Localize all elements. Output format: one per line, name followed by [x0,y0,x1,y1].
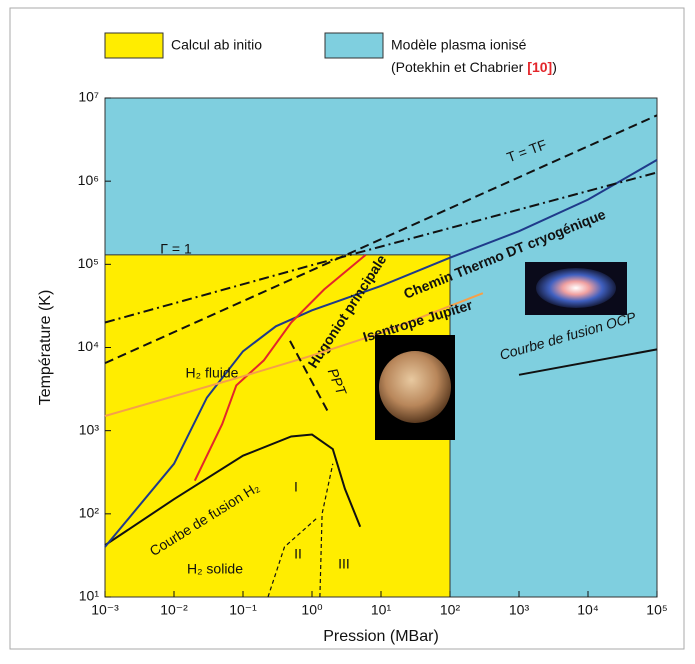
legend-swatch [325,33,383,58]
annotation: H₂ fluide [186,365,239,381]
legend-swatch [105,33,163,58]
jupiter-disk [379,351,451,423]
legend-source-part: (Potekhin et Chabrier [391,59,524,75]
legend-source: (Potekhin et Chabrier[10]) [391,59,557,75]
x-tick-label: 10¹ [371,602,392,618]
legend-label: Calcul ab initio [171,37,262,53]
x-tick-label: 10⁻³ [91,602,119,618]
x-tick-label: 10⁻² [160,602,188,618]
y-tick-label: 10⁴ [77,338,99,354]
x-tick-label: 10⁰ [301,602,323,618]
legend-source-part: ) [552,59,557,75]
y-axis-label: Température (K) [37,290,54,406]
x-tick-label: 10⁵ [646,602,667,618]
y-tick-label: 10⁷ [78,89,99,105]
y-tick-label: 10⁶ [78,172,99,188]
x-tick-label: 10⁻¹ [229,602,257,618]
x-tick-label: 10³ [509,602,530,618]
legend-source-part: [10] [527,59,552,75]
x-axis-label: Pression (MBar) [323,628,439,645]
y-tick-label: 10⁵ [78,255,99,271]
x-tick-label: 10² [440,602,461,618]
y-tick-label: 10¹ [79,588,100,604]
annotation: H₂ solide [187,561,243,577]
series-label: Γ = 1 [160,241,192,257]
legend-label: Modèle plasma ionisé [391,37,527,53]
x-tick-label: 10⁴ [577,602,599,618]
annotation: I [294,479,298,495]
chart: 10⁻³ 10⁻² 10⁻¹ 10⁰ 10¹ 10² 10³ 10⁴ 10⁵ 10¹ 10² 10³ 1… [0,0,695,659]
annotation: III [338,556,350,572]
y-tick-label: 10³ [79,421,100,437]
plot-area: 10⁻³ 10⁻² 10⁻¹ 10⁰ 10¹ 10² 10³ 10⁴ 10⁵ 10¹ 10² 10³ 1… [37,89,667,646]
annotation: II [294,546,302,562]
y-tick-label: 10² [79,505,100,521]
plasma-glow [536,268,616,308]
